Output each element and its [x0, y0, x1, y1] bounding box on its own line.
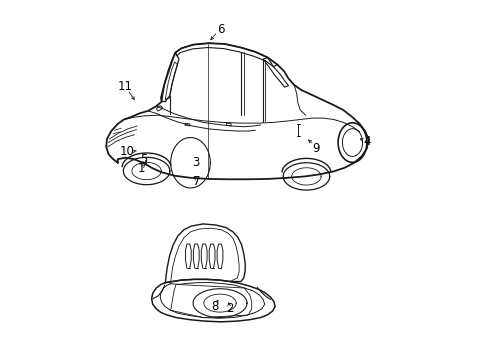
Text: 11: 11 — [117, 80, 132, 93]
Text: 10: 10 — [120, 145, 135, 158]
Text: 8: 8 — [211, 300, 218, 313]
Text: 3: 3 — [192, 156, 199, 169]
Text: 4: 4 — [363, 135, 370, 148]
Text: 1: 1 — [138, 162, 145, 175]
Text: 7: 7 — [193, 175, 200, 188]
Text: 9: 9 — [312, 142, 320, 155]
Text: 2: 2 — [225, 302, 233, 315]
Text: 5: 5 — [140, 153, 147, 166]
Text: 6: 6 — [217, 23, 224, 36]
